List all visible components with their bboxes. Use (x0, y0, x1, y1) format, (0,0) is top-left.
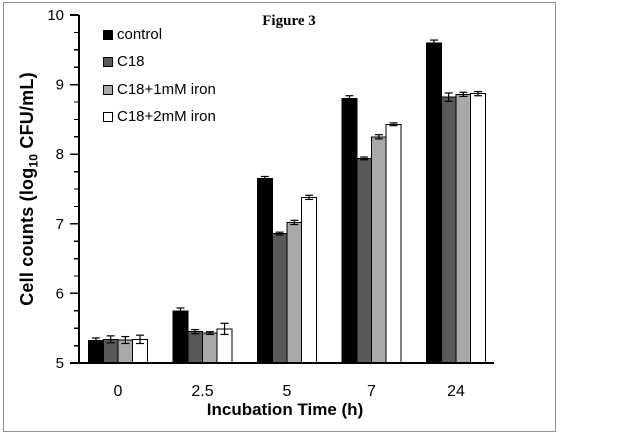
bar-chart-plot: 5 6 7 8 9 10 0 2.5 5 7 24 (47, 7, 494, 400)
bar-C18 (271, 233, 288, 364)
bar-C18+1mM iron (371, 136, 387, 364)
bar-C18+1mM iron (286, 221, 303, 364)
figure-title: Figure 3 (262, 13, 316, 29)
legend-label: C18+2mM iron (117, 107, 216, 125)
legend-label: C18+1mM iron (117, 80, 216, 98)
legend-item: control (103, 26, 163, 43)
bar-control (257, 178, 273, 364)
legend-item: C18 (103, 53, 145, 71)
x-tick-label: 7 (367, 383, 376, 400)
legend-swatch-icon (103, 30, 113, 40)
bar-C18+1mM iron (202, 332, 218, 364)
y-tick-label: 10 (47, 7, 64, 24)
y-tick-label: 8 (56, 146, 64, 163)
legend-item: C18+1mM iron (103, 80, 216, 98)
legend-label: control (117, 26, 163, 43)
x-tick-label: 0 (114, 383, 123, 400)
bar-C18+2mM iron (301, 196, 317, 364)
y-tick-label: 6 (56, 285, 64, 302)
x-axis-title: Incubation Time (h) (206, 400, 364, 419)
legend-swatch-icon (103, 57, 113, 68)
legend-label: C18 (117, 53, 145, 71)
x-tick-label: 2.5 (191, 383, 213, 400)
bar-control (426, 42, 442, 364)
legend-item: C18+2mM iron (103, 107, 216, 125)
bar-C18+1mM iron (455, 93, 472, 364)
y-tick-label: 5 (56, 355, 64, 372)
bar-C18+2mM iron (470, 93, 486, 364)
bar-C18 (187, 331, 204, 364)
x-tick-label: 24 (447, 383, 465, 400)
bar-control (172, 310, 189, 364)
bar-C18 (440, 96, 457, 364)
x-tick-label: 5 (283, 383, 292, 400)
legend-swatch-icon (103, 84, 113, 95)
bar-C18 (356, 157, 372, 364)
bar-C18+2mM iron (385, 123, 402, 364)
y-tick-label: 7 (56, 216, 64, 233)
bar-control (341, 98, 358, 364)
y-tick-label: 9 (56, 77, 64, 94)
legend-swatch-icon (103, 111, 113, 122)
